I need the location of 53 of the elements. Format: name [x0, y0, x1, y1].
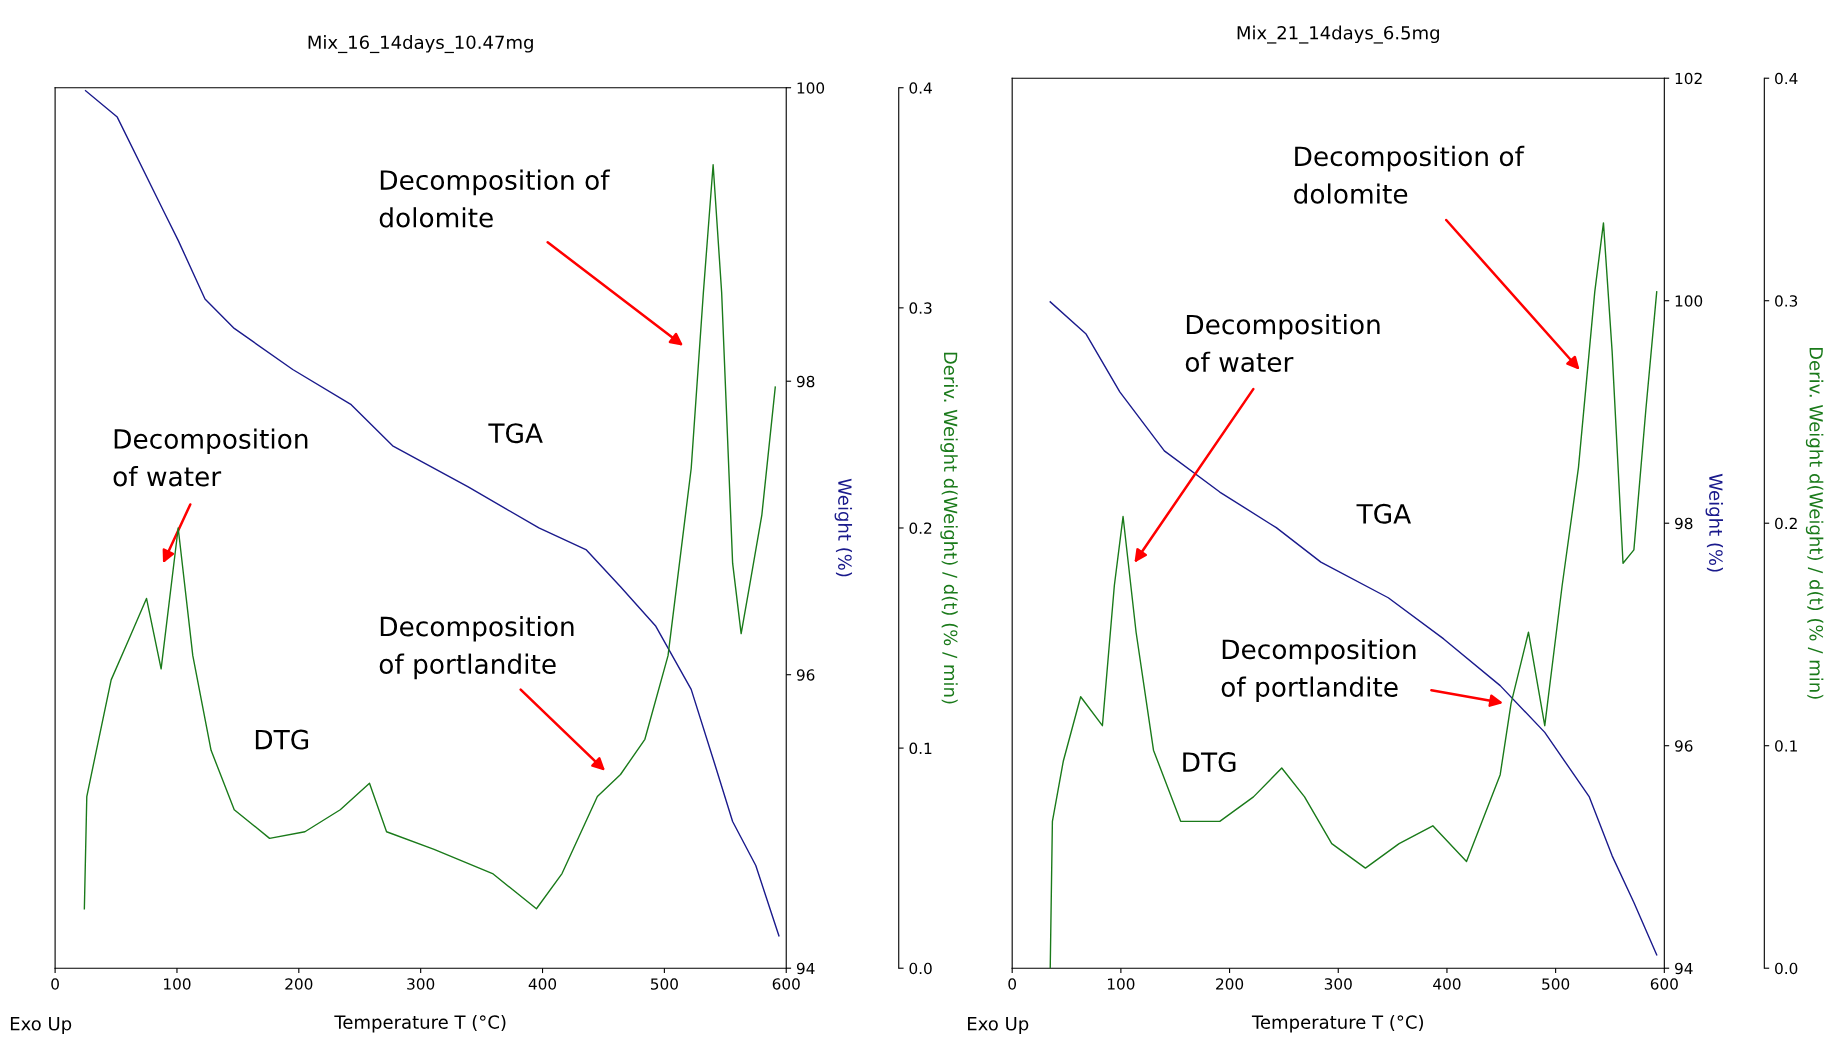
- x-axis-title: Temperature T (°C): [334, 1014, 506, 1033]
- y2-tick-label: 0.3: [909, 302, 932, 314]
- y2-tick-label: 0.1: [909, 742, 932, 755]
- x-tick-label: 100: [1107, 978, 1135, 990]
- y-tick-label: 100: [797, 82, 825, 94]
- y2-tick-label: 0.0: [909, 962, 932, 975]
- y-tick-label: 94: [1675, 962, 1693, 975]
- y-tick-label: 96: [796, 669, 815, 681]
- x-tick-label: 0: [1008, 978, 1017, 990]
- y-axis-title: Weight (%): [834, 478, 853, 577]
- y2-tick-label: 0.0: [1775, 962, 1798, 975]
- y-tick-label: 98: [796, 375, 815, 388]
- x-tick-label: 300: [407, 978, 435, 990]
- x-tick-label: 400: [528, 978, 557, 990]
- x-tick-label: 200: [285, 978, 313, 990]
- y-tick-label: 102: [1675, 72, 1702, 85]
- annotation: Decomposition of dolomite: [379, 169, 611, 228]
- chart-title: Mix_16_14days_10.47mg: [308, 35, 533, 54]
- annotation: Decomposition of water: [113, 428, 308, 487]
- annotation: Decomposition of water: [1185, 314, 1380, 373]
- y2-axis-title: Deriv. Weight d(Weight) / d(t) (% / min): [1805, 347, 1824, 699]
- y2-axis-title: Deriv. Weight d(Weight) / d(t) (% / min): [940, 352, 958, 704]
- y-tick-label: 96: [1675, 740, 1693, 752]
- annotation: Decomposition of portlandite: [1221, 638, 1416, 703]
- chart-title: Mix_21_14days_6.5mg: [1237, 25, 1439, 44]
- y2-tick-label: 0.3: [1775, 295, 1798, 307]
- x-tick-label: 200: [1216, 978, 1244, 990]
- y2-tick-label: 0.1: [1775, 740, 1797, 752]
- annotation: Decomposition of dolomite: [1294, 145, 1525, 204]
- y2-tick-label: 0.4: [909, 82, 932, 94]
- annotation: DTG: [1183, 752, 1236, 773]
- x-tick-label: 600: [1650, 978, 1678, 990]
- y-axis-title: Weight (%): [1705, 473, 1724, 572]
- y2-tick-label: 0.2: [1775, 517, 1797, 530]
- text: Exo Up: [10, 1017, 72, 1035]
- y2-tick-label: 0.4: [1775, 72, 1798, 85]
- annotation: TGA: [488, 423, 543, 444]
- y-tick-label: 94: [796, 962, 815, 975]
- y-tick-label: 100: [1675, 295, 1703, 307]
- x-tick-label: 400: [1433, 978, 1461, 990]
- x-tick-label: 300: [1324, 978, 1352, 990]
- x-tick-label: 0: [51, 978, 59, 990]
- x-tick-label: 100: [164, 978, 191, 990]
- annotation: Decomposition of portlandite: [379, 616, 574, 680]
- x-tick-label: 500: [650, 978, 678, 990]
- x-tick-label: 500: [1542, 978, 1570, 990]
- y-tick-label: 98: [1675, 517, 1693, 530]
- annotation: TGA: [1356, 503, 1411, 524]
- annotation: DTG: [255, 729, 309, 750]
- x-tick-label: 600: [772, 978, 800, 990]
- text: Exo Up: [968, 1017, 1029, 1035]
- y2-tick-label: 0.2: [909, 522, 932, 534]
- x-axis-title: Temperature T (°C): [1251, 1014, 1423, 1033]
